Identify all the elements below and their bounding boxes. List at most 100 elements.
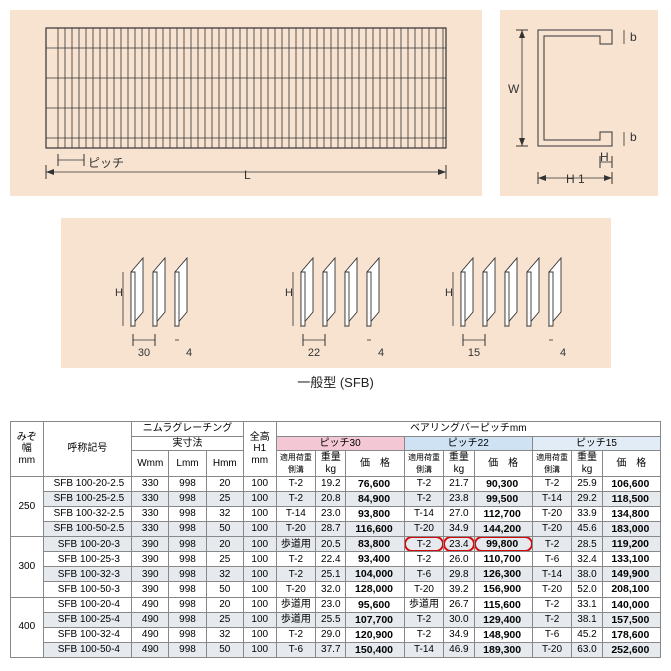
cell-W: 490 xyxy=(132,597,169,612)
cell-weight: 27.0 xyxy=(444,507,474,522)
cell-weight: 39.2 xyxy=(444,582,474,597)
cell-price: 150,400 xyxy=(346,642,404,657)
label-b-bot: b xyxy=(630,130,637,144)
svg-text:4: 4 xyxy=(185,347,191,359)
cell-L: 998 xyxy=(169,642,206,657)
cell-L: 998 xyxy=(169,537,206,552)
cell-W: 490 xyxy=(132,627,169,642)
cell-weight: 29.8 xyxy=(444,567,474,582)
diagram-section-view: 304H224H154H xyxy=(61,218,611,368)
cell-load: 歩道用 xyxy=(404,597,444,612)
cell-weight: 32.0 xyxy=(316,582,346,597)
cell-weight: 52.0 xyxy=(572,582,602,597)
cell-load: T-2 xyxy=(532,612,572,627)
cell-load: T-2 xyxy=(276,477,316,492)
hdr-Wmm: Wmm xyxy=(132,451,169,477)
cell-H: 50 xyxy=(206,642,243,657)
cell-load: T-20 xyxy=(532,522,572,537)
cell-price: 112,700 xyxy=(474,507,532,522)
svg-text:H: H xyxy=(285,287,293,299)
cell-partno: SFB 100-50-4 xyxy=(43,642,132,657)
label-b-top: b xyxy=(630,30,637,44)
cell-H1: 100 xyxy=(243,477,276,492)
cell-load: T-6 xyxy=(532,627,572,642)
cell-W: 330 xyxy=(132,507,169,522)
hdr-totalh: 全高 H1 mm xyxy=(243,422,276,477)
cell-W: 390 xyxy=(132,552,169,567)
hdr-grating: ニムラグレーチング xyxy=(132,422,244,437)
table-header: みぞ幅 mm 呼称記号 ニムラグレーチング 全高 H1 mm ベアリングバーピッ… xyxy=(11,422,661,477)
svg-text:15: 15 xyxy=(467,347,479,359)
cell-weight: 30.0 xyxy=(444,612,474,627)
cell-weight: 33.9 xyxy=(572,507,602,522)
cell-weight: 34.9 xyxy=(444,522,474,537)
cell-price: 208,100 xyxy=(602,582,660,597)
cell-load: T-20 xyxy=(404,582,444,597)
svg-text:4: 4 xyxy=(559,347,565,359)
cell-L: 998 xyxy=(169,507,206,522)
cell-price: 104,000 xyxy=(346,567,404,582)
hdr-load30: 適用荷重 側溝 xyxy=(276,451,316,477)
cell-price: 144,200 xyxy=(474,522,532,537)
cell-weight: 25.9 xyxy=(572,477,602,492)
svg-text:22: 22 xyxy=(307,347,319,359)
cell-price: 119,200 xyxy=(602,537,660,552)
cell-price: 183,000 xyxy=(602,522,660,537)
cell-L: 998 xyxy=(169,612,206,627)
svg-text:4: 4 xyxy=(377,347,383,359)
cell-weight: 23.0 xyxy=(316,507,346,522)
cell-partno: SFB 100-50-3 xyxy=(43,582,132,597)
hdr-Lmm: Lmm xyxy=(169,451,206,477)
cell-price: 178,600 xyxy=(602,627,660,642)
cell-L: 998 xyxy=(169,477,206,492)
cell-weight: 23.0 xyxy=(316,597,346,612)
cell-load: T-2 xyxy=(276,627,316,642)
table-row: SFB 100-25-339099825100T-222.493,400T-22… xyxy=(11,552,661,567)
cell-mizo: 300 xyxy=(11,537,44,597)
cell-H1: 100 xyxy=(243,537,276,552)
cell-weight: 37.7 xyxy=(316,642,346,657)
cell-W: 490 xyxy=(132,612,169,627)
cell-price: 84,900 xyxy=(346,492,404,507)
cell-H1: 100 xyxy=(243,567,276,582)
cell-H: 32 xyxy=(206,567,243,582)
hdr-mizo: みぞ幅 mm xyxy=(11,422,44,477)
cell-weight: 45.6 xyxy=(572,522,602,537)
cell-load: T-2 xyxy=(404,627,444,642)
cell-load: T-20 xyxy=(276,582,316,597)
cell-W: 330 xyxy=(132,492,169,507)
cell-L: 998 xyxy=(169,582,206,597)
cell-H: 50 xyxy=(206,582,243,597)
table-body: 250SFB 100-20-2.533099820100T-219.276,60… xyxy=(11,477,661,658)
cell-L: 998 xyxy=(169,522,206,537)
label-H: H xyxy=(600,150,609,164)
cell-weight: 28.5 xyxy=(572,537,602,552)
cell-weight: 28.7 xyxy=(316,522,346,537)
cell-load: T-20 xyxy=(532,582,572,597)
cell-load: T-2 xyxy=(404,537,444,552)
cell-price: 110,700 xyxy=(474,552,532,567)
cell-H: 25 xyxy=(206,612,243,627)
cell-price: 189,300 xyxy=(474,642,532,657)
cell-L: 998 xyxy=(169,567,206,582)
diagram-plan-view: L ピッチ xyxy=(10,10,482,196)
table-row: SFB 100-25-2.533099825100T-220.884,900T-… xyxy=(11,492,661,507)
table-row: SFB 100-32-2.533099832100T-1423.093,800T… xyxy=(11,507,661,522)
table-row: SFB 100-32-449099832100T-229.0120,900T-2… xyxy=(11,627,661,642)
cell-load: T-14 xyxy=(276,507,316,522)
cell-partno: SFB 100-32-4 xyxy=(43,627,132,642)
hdr-price22: 価 格 xyxy=(474,451,532,477)
cell-load: T-20 xyxy=(532,507,572,522)
svg-text:H: H xyxy=(445,287,453,299)
cell-H: 32 xyxy=(206,507,243,522)
cell-H1: 100 xyxy=(243,597,276,612)
cell-partno: SFB 100-25-2.5 xyxy=(43,492,132,507)
cell-H1: 100 xyxy=(243,492,276,507)
spec-table: みぞ幅 mm 呼称記号 ニムラグレーチング 全高 H1 mm ベアリングバーピッ… xyxy=(10,421,661,658)
cell-load: T-14 xyxy=(532,567,572,582)
cell-mizo: 250 xyxy=(11,477,44,537)
cell-load: T-6 xyxy=(404,567,444,582)
cell-H: 20 xyxy=(206,477,243,492)
cell-H1: 100 xyxy=(243,612,276,627)
table-row: SFB 100-50-339099850100T-2032.0128,000T-… xyxy=(11,582,661,597)
